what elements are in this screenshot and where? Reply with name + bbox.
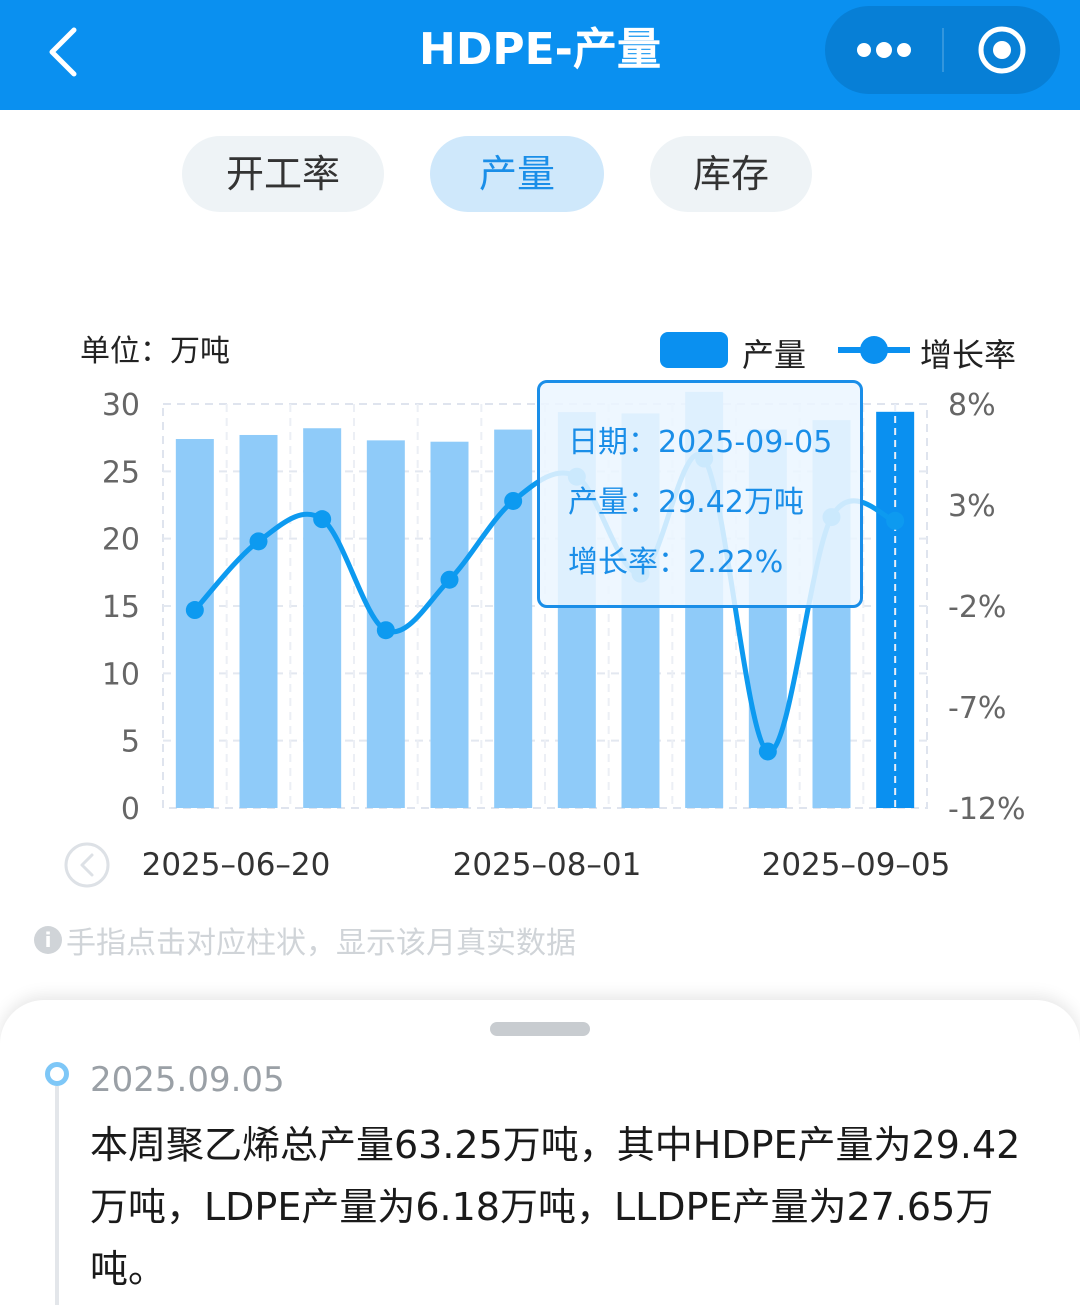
y-right-tick-label: 3% — [948, 489, 996, 524]
capsule-divider — [942, 28, 944, 72]
info-icon: i — [34, 926, 62, 954]
chart-bar[interactable] — [239, 434, 278, 808]
top-nav-bar: HDPE-产量 — [0, 0, 1080, 110]
tooltip-growth: 增长率：2.22% — [568, 545, 784, 580]
y-left-tick-label: 20 — [102, 523, 140, 558]
close-button[interactable] — [944, 6, 1060, 94]
scroll-left-circle — [64, 842, 110, 888]
legend-bar-swatch[interactable] — [660, 332, 728, 368]
chart-tooltip: 日期：2025-09-05 产量：29.42万吨 增长率：2.22% — [537, 380, 863, 608]
chevron-left-icon — [49, 27, 77, 77]
more-dots-icon — [856, 42, 911, 58]
tooltip-date: 日期：2025-09-05 — [568, 425, 833, 460]
legend-line-label[interactable]: 增长率 — [920, 336, 1017, 374]
hint-text: 手指点击对应柱状，显示该月真实数据 — [66, 926, 576, 961]
timeline-dot — [45, 1062, 69, 1086]
bottom-sheet: 2025.09.05 本周聚乙烯总产量63.25万吨，其中HDPE产量为29.4… — [0, 1000, 1080, 1305]
tooltip-output: 产量：29.42万吨 — [568, 485, 804, 520]
back-button[interactable] — [34, 22, 94, 82]
y-left-tick-label: 0 — [121, 792, 140, 827]
x-tick-label: 2025–06–20 — [142, 847, 331, 883]
chart-bar[interactable] — [175, 439, 214, 808]
y-left-tick-label: 30 — [102, 388, 140, 423]
chart-bar[interactable] — [430, 441, 469, 808]
page-title: HDPE-产量 — [419, 24, 661, 75]
legend-line-swatch[interactable] — [838, 330, 910, 370]
y-right-tick-label: -12% — [948, 792, 1026, 827]
legend-bar-label[interactable]: 产量 — [742, 336, 807, 374]
y-right-tick-label: -2% — [948, 590, 1006, 625]
x-tick-label: 2025–08–01 — [453, 847, 642, 883]
chart-bar[interactable] — [494, 429, 533, 808]
y-left-tick-label: 5 — [121, 725, 140, 760]
sheet-drag-handle[interactable] — [490, 1022, 590, 1036]
chevron-left-circle-icon[interactable] — [64, 842, 110, 888]
entry-date: 2025.09.05 — [90, 1060, 285, 1100]
tab-inventory[interactable]: 库存 — [650, 136, 812, 212]
target-circle-icon — [978, 26, 1026, 74]
y-right-tick-label: -7% — [948, 691, 1006, 726]
tab-output[interactable]: 产量 — [430, 136, 604, 212]
timeline-line — [55, 1086, 59, 1305]
y-left-tick-label: 10 — [102, 657, 140, 692]
entry-text: 本周聚乙烯总产量63.25万吨，其中HDPE产量为29.42万吨，LDPE产量为… — [90, 1123, 1021, 1291]
chart-bar[interactable] — [303, 428, 342, 808]
growth-rate-point — [185, 601, 204, 620]
growth-rate-point — [504, 491, 523, 510]
hint-text-row: i 手指点击对应柱状，显示该月真实数据 — [34, 918, 576, 962]
x-tick-label: 2025–09–05 — [762, 847, 951, 883]
growth-rate-point — [313, 510, 332, 529]
y-right-tick-label: 8% — [948, 388, 996, 423]
growth-rate-point — [440, 570, 459, 589]
y-left-tick-label: 25 — [102, 455, 140, 490]
scroll-left-chevron — [80, 853, 94, 877]
growth-rate-point — [376, 621, 395, 640]
growth-rate-point — [758, 742, 777, 761]
more-button[interactable] — [825, 6, 942, 94]
unit-label: 单位：万吨 — [80, 334, 230, 369]
growth-rate-point — [249, 532, 268, 551]
growth-rate-point — [886, 511, 905, 530]
tab-operating-rate[interactable]: 开工率 — [182, 136, 384, 212]
y-left-tick-label: 15 — [102, 590, 140, 625]
mini-program-capsule — [825, 6, 1060, 94]
